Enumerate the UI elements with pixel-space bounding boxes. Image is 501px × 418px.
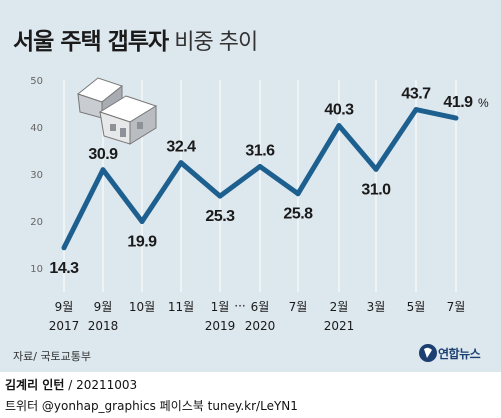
x-tick-label: 7월 xyxy=(289,300,308,314)
credit-date: / 20211003 xyxy=(64,378,138,392)
x-year-label: 2018 xyxy=(88,319,119,333)
x-year-label: 2020 xyxy=(245,319,276,333)
y-tick-label: 50 xyxy=(30,76,43,87)
x-tick-label: 5월 xyxy=(407,300,426,314)
data-label: 30.9 xyxy=(88,146,118,163)
data-point xyxy=(453,115,459,121)
x-tick-label: 9월 xyxy=(94,300,113,314)
yonhap-logo: 연합뉴스 xyxy=(418,343,481,363)
axis-break-ellipsis: ··· xyxy=(234,299,245,313)
data-point xyxy=(217,193,223,199)
data-point xyxy=(295,191,301,197)
y-tick-label: 30 xyxy=(30,170,43,181)
series-layer xyxy=(61,107,459,251)
data-label: 19.9 xyxy=(127,234,157,251)
social-line: 트위터 @yonhap_graphics 페이스북 tuney.kr/LeYN1 xyxy=(5,399,298,413)
source-note: 자료/ 국토교통부 xyxy=(13,350,92,363)
x-tick-label: 6월 xyxy=(251,300,270,314)
data-label: 31.0 xyxy=(361,181,391,198)
data-point xyxy=(100,167,106,173)
data-label: 32.4 xyxy=(166,139,196,156)
credit-name: 김계리 인턴 xyxy=(5,378,65,392)
data-label: 31.6 xyxy=(245,143,275,160)
data-label: 40.3 xyxy=(324,102,354,119)
house-illustration xyxy=(76,77,158,145)
data-point xyxy=(257,164,263,169)
chart-title: 서울 주택 갭투자 비중 추이 xyxy=(13,22,258,56)
data-label: 43.7 xyxy=(401,86,431,103)
x-year-label: 2019 xyxy=(205,319,236,333)
x-year-label: 2017 xyxy=(49,319,80,333)
data-point xyxy=(61,245,67,251)
logo-text: 연합뉴스 xyxy=(438,346,481,361)
title-main: 서울 주택 갭투자 xyxy=(13,29,169,55)
line-chart: 10 20 30 40 50 14.3 30.9 19.9 32.4 25.3 31.6 25.8 4… xyxy=(30,76,489,333)
data-label: 41.9 xyxy=(443,94,473,111)
data-label: 25.8 xyxy=(283,206,313,223)
chart-area: 서울 주택 갭투자 비중 추이 10 20 30 40 50 14.3 30.9 19.9 3… xyxy=(0,0,501,372)
data-point xyxy=(413,107,419,113)
y-tick-label: 10 xyxy=(30,264,43,275)
title-subtitle: 비중 추이 xyxy=(174,30,258,55)
data-point xyxy=(336,123,342,129)
x-tick-label: 3월 xyxy=(367,300,386,314)
label-layer: 14.3 30.9 19.9 32.4 25.3 31.6 25.8 40.3 31.0 43.7… xyxy=(49,86,489,333)
x-tick-label: 7월 xyxy=(447,300,466,314)
grid-layer: 10 20 30 40 50 xyxy=(30,76,457,292)
data-label: 14.3 xyxy=(49,260,79,277)
data-label: 25.3 xyxy=(205,208,235,225)
x-tick-label: 10월 xyxy=(129,300,155,314)
data-point xyxy=(139,219,145,224)
x-tick-label: 1월 xyxy=(211,300,230,314)
y-tick-label: 20 xyxy=(30,217,43,228)
x-tick-label: 2월 xyxy=(330,300,349,314)
x-tick-label: 9월 xyxy=(55,300,74,314)
unit-label: % xyxy=(478,96,489,110)
yonhap-logo-icon xyxy=(419,344,437,362)
x-tick-label: 11월 xyxy=(168,300,194,314)
credit-line: 김계리 인턴 / 20211003 xyxy=(5,376,137,393)
y-tick-label: 40 xyxy=(30,123,43,134)
data-point xyxy=(373,166,379,172)
data-point xyxy=(178,160,184,166)
x-year-label: 2021 xyxy=(324,319,355,333)
